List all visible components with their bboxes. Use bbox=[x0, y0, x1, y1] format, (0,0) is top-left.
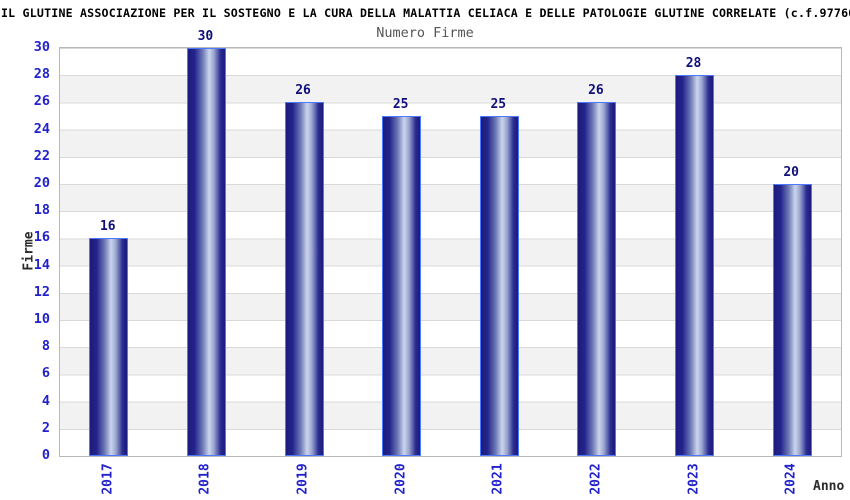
bar-2021 bbox=[479, 116, 519, 456]
y-tick-label: 0 bbox=[41, 447, 50, 463]
bar-value-label: 20 bbox=[783, 165, 800, 180]
x-tick-label: 2018 bbox=[197, 463, 213, 495]
chart-subtitle: Numero Firme bbox=[376, 25, 474, 41]
bar-value-label: 26 bbox=[295, 83, 311, 99]
chart-title: IL GLUTINE ASSOCIAZIONE PER IL SOSTEGNO … bbox=[1, 6, 850, 20]
x-axis-title: Anno bbox=[813, 479, 845, 494]
bar-2020 bbox=[382, 116, 422, 456]
bar-2024 bbox=[772, 184, 812, 456]
y-tick-label: 2 bbox=[41, 419, 50, 436]
y-tick-label: 8 bbox=[41, 338, 50, 355]
bar-value-label: 25 bbox=[490, 97, 507, 112]
bar-2019 bbox=[284, 102, 324, 456]
bar-2022 bbox=[577, 102, 617, 456]
y-tick-label: 16 bbox=[33, 229, 50, 246]
x-tick-label: 2020 bbox=[393, 463, 409, 495]
bar-value-label: 30 bbox=[197, 29, 214, 44]
y-tick-label: 10 bbox=[33, 311, 50, 327]
bar-value-label: 28 bbox=[685, 56, 702, 72]
y-tick-label: 12 bbox=[33, 283, 50, 300]
bar-value-label: 16 bbox=[99, 219, 116, 235]
bar-2017 bbox=[89, 238, 129, 456]
y-tick-label: 18 bbox=[33, 202, 50, 219]
bar-value-label: 25 bbox=[392, 97, 409, 112]
y-tick-label: 4 bbox=[41, 392, 50, 409]
bar-2023 bbox=[675, 75, 715, 456]
x-tick-label: 2024 bbox=[783, 463, 799, 495]
x-tick-label: 2017 bbox=[100, 463, 116, 495]
y-tick-label: 28 bbox=[33, 66, 50, 83]
x-tick-label: 2021 bbox=[490, 463, 506, 495]
x-tick-label: 2022 bbox=[588, 463, 604, 495]
y-tick-label: 30 bbox=[33, 39, 50, 55]
y-tick-label: 20 bbox=[33, 175, 50, 191]
bar-2018 bbox=[186, 48, 226, 456]
y-axis-title: Firme bbox=[21, 231, 37, 271]
plot-area bbox=[59, 47, 842, 457]
bar-value-label: 26 bbox=[588, 83, 604, 99]
y-tick-label: 26 bbox=[33, 93, 50, 110]
y-tick-label: 14 bbox=[33, 256, 50, 273]
x-tick-label: 2023 bbox=[686, 463, 702, 495]
y-tick-label: 6 bbox=[41, 365, 50, 382]
y-tick-label: 24 bbox=[33, 120, 50, 137]
y-tick-label: 22 bbox=[33, 147, 50, 164]
x-tick-label: 2019 bbox=[295, 463, 311, 495]
